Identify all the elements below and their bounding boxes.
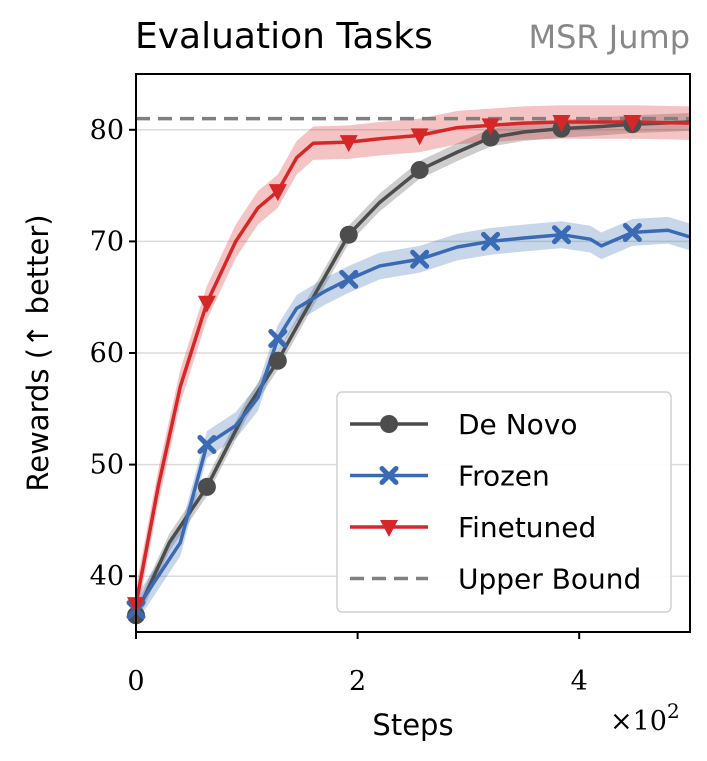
marker-frozen-stroke-b [622,222,642,242]
marker-finetuned [552,114,571,132]
x-axis-label: Steps [372,708,453,742]
x-tick-label: 2 [349,666,366,697]
marker-frozen [551,225,571,245]
chart-subtitle: MSR Jump [528,18,690,56]
marker-de-novo [339,225,358,244]
y-ticks: 40 50 60 70 80 [90,115,136,592]
marker-frozen-stroke-b [197,435,217,455]
marker-finetuned [197,295,216,313]
y-axis-label: Rewards (↑ better) [21,214,55,491]
y-tick-label: 40 [90,561,124,592]
y-tick-label: 70 [90,226,124,257]
marker-finetuned [339,135,358,153]
marker-frozen [197,435,217,455]
marker-frozen [481,231,501,251]
marker-frozen-stroke-b [481,231,501,251]
marker-frozen-stroke-b [268,328,288,348]
line-frozen [134,228,691,611]
marker-frozen-stroke-b [339,269,359,289]
marker-de-novo [481,128,500,147]
marker-finetuned [481,118,500,136]
marker-de-novo [197,477,216,496]
band-frozen [136,216,690,624]
marker-frozen-stroke-b [410,249,430,269]
y-tick-label: 50 [90,450,124,481]
x-ticks: 0 2 4 [127,632,588,697]
legend-label-frozen: Frozen [458,460,550,493]
marker-de-novo [410,160,429,179]
legend-marker-frozen [379,466,399,485]
legend-marker-finetuned [380,520,398,537]
marker-finetuned [410,128,429,146]
chart-title: Evaluation Tasks [135,16,433,57]
marker-frozen [622,222,642,242]
legend: De Novo Frozen Finetuned Upper Bound [336,391,672,613]
marker-de-novo [268,351,287,370]
x-multiplier-base: ×10 [610,706,667,737]
y-tick-label: 60 [90,338,124,369]
x-multiplier-exp: 2 [667,699,680,723]
x-tick-label: 0 [127,666,144,697]
marker-finetuned [268,184,287,202]
marker-frozen-stroke-b [551,225,571,245]
legend-marker-de-novo [380,415,398,433]
x-tick-label: 4 [571,666,588,697]
legend-label-finetuned: Finetuned [458,511,596,544]
legend-label-upper-bound: Upper Bound [458,563,641,596]
marker-frozen [268,328,288,348]
legend-marker-frozen-stroke-b [379,466,399,485]
marker-frozen [410,249,430,269]
legend-box [336,391,672,613]
confidence-bands [136,105,690,625]
x-multiplier: ×102 [610,699,680,737]
marker-finetuned [623,114,642,132]
y-tick-label: 80 [90,115,124,146]
legend-label-de-novo: De Novo [458,408,577,441]
marker-frozen [339,269,359,289]
line-de-novo [134,120,691,616]
